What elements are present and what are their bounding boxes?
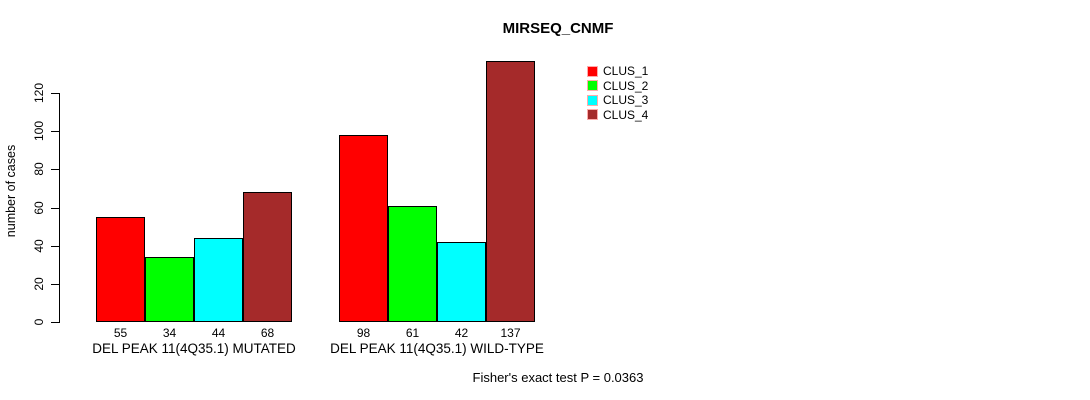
bar-clus_1-group2 <box>339 135 388 322</box>
legend-swatch <box>587 109 598 120</box>
y-tick <box>51 246 59 247</box>
legend-item-clus_3: CLUS_3 <box>587 94 648 106</box>
y-axis-title: number of cases <box>4 144 18 238</box>
category-label-group2: DEL PEAK 11(4Q35.1) WILD-TYPE <box>330 341 544 356</box>
bar-value-label: 44 <box>211 326 226 340</box>
legend-swatch <box>587 94 598 106</box>
legend-label: CLUS_1 <box>603 64 649 78</box>
bar-value-label: 55 <box>113 326 128 340</box>
bar-clus_3-group1 <box>194 238 243 322</box>
bar-clus_4-group1 <box>243 192 292 322</box>
y-tick-label: 0 <box>32 318 46 326</box>
bar-clus_3-group2 <box>437 242 486 322</box>
y-tick-label: 60 <box>32 201 46 215</box>
legend-label: CLUS_3 <box>603 93 649 107</box>
bar-clus_4-group2 <box>486 61 535 322</box>
bar-clus_1-group1 <box>96 217 145 322</box>
bar-value-label: 61 <box>405 326 420 340</box>
chart-title: MIRSEQ_CNMF <box>502 20 614 37</box>
y-axis-line <box>59 93 60 323</box>
y-tick-label: 40 <box>32 239 46 253</box>
y-tick <box>51 284 59 285</box>
legend-item-clus_4: CLUS_4 <box>587 109 648 121</box>
bar-clus_2-group2 <box>388 206 437 322</box>
bar-value-label: 98 <box>356 326 371 340</box>
y-tick <box>51 93 59 94</box>
legend-swatch <box>587 80 598 91</box>
legend: CLUS_1 CLUS_2 CLUS_3 CLUS_4 <box>587 65 648 123</box>
y-tick-label: 120 <box>32 82 46 104</box>
category-label-group1: DEL PEAK 11(4Q35.1) MUTATED <box>92 341 296 356</box>
y-tick-label: 100 <box>32 120 46 142</box>
legend-item-clus_1: CLUS_1 <box>587 65 648 77</box>
bar-value-label: 34 <box>162 326 177 340</box>
legend-item-clus_2: CLUS_2 <box>587 80 648 92</box>
y-tick <box>51 131 59 132</box>
annotation-text: Fisher's exact test P = 0.0363 <box>472 370 644 385</box>
legend-label: CLUS_4 <box>603 107 649 122</box>
bar-value-label: 42 <box>454 326 469 340</box>
legend-label: CLUS_2 <box>603 78 649 93</box>
bar-clus_2-group1 <box>145 257 194 322</box>
bar-value-label: 137 <box>500 326 521 340</box>
y-tick-label: 20 <box>32 277 46 291</box>
y-tick <box>51 322 59 323</box>
y-tick <box>51 208 59 209</box>
legend-swatch <box>587 65 598 77</box>
bar-value-label: 68 <box>260 326 275 340</box>
y-tick-label: 80 <box>32 162 46 176</box>
y-tick <box>51 169 59 170</box>
